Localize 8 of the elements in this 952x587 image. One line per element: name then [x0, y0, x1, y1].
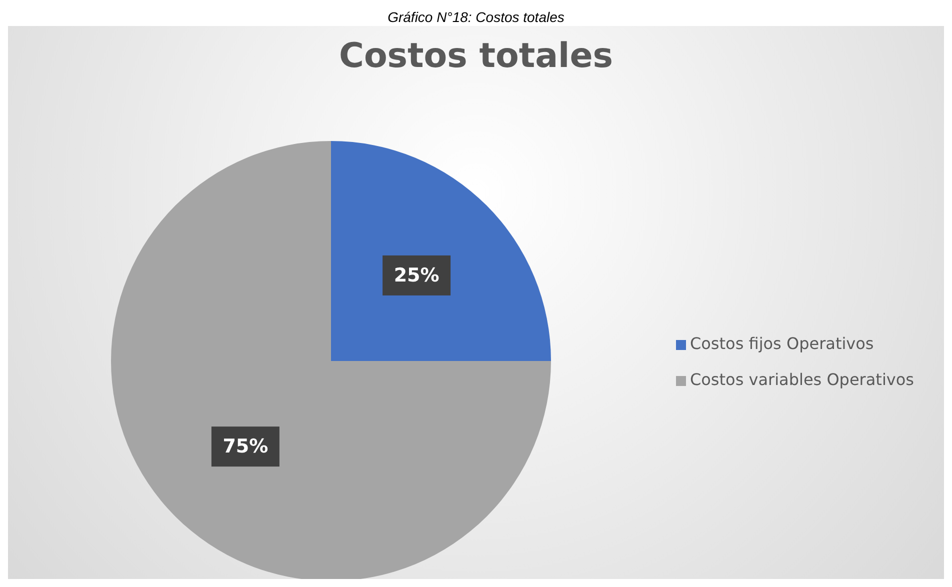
pie-slice	[331, 141, 551, 361]
text: Gráfico N°18: Costos totales	[386, 8, 566, 26]
legend-label: Costos fijos Operativos	[690, 334, 874, 353]
chart-title: Costos totales	[338, 36, 614, 76]
pie-slice	[111, 141, 551, 579]
data-label: 25%	[394, 264, 440, 286]
data-label: 75%	[222, 436, 268, 458]
legend-label: Costos variables Operativos	[690, 370, 914, 389]
